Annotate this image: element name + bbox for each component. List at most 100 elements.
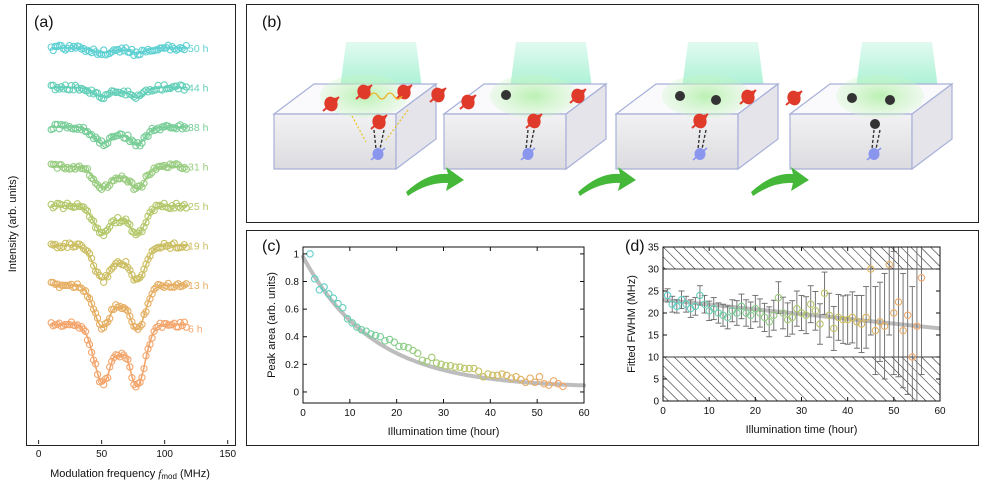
- data-point-a: [128, 318, 136, 326]
- y-tick-label-c: 0.8: [285, 277, 299, 288]
- data-point-a: [85, 340, 94, 349]
- y-tick-label-d: 30: [648, 265, 660, 276]
- data-point-a: [57, 83, 65, 91]
- data-point-c: [521, 378, 530, 387]
- series-a-25h: [47, 199, 190, 240]
- electron-spin-icon: [691, 113, 709, 129]
- data-point-a: [180, 281, 188, 289]
- data-point-a: [100, 231, 108, 240]
- data-point-a: [164, 41, 172, 49]
- x-tick-label-c: 10: [344, 408, 356, 419]
- series-label-a: 44 h: [188, 83, 209, 95]
- data-point-a: [148, 334, 156, 342]
- electron-spin-icon: [459, 94, 477, 110]
- data-point-a: [176, 121, 184, 129]
- data-point-a: [104, 318, 112, 326]
- data-point-a: [51, 86, 59, 94]
- y-tick-label-d: 5: [653, 375, 659, 386]
- data-point-d: [890, 309, 898, 317]
- data-point-a: [87, 254, 96, 263]
- data-point-a: [106, 314, 114, 323]
- data-point-d: [673, 302, 681, 311]
- data-point-d: [705, 307, 713, 315]
- data-point-a: [124, 131, 132, 139]
- data-point-a: [160, 199, 168, 208]
- data-point-a: [150, 285, 158, 294]
- data-point-a: [116, 302, 124, 310]
- data-point-a: [89, 175, 98, 183]
- data-point-a: [124, 219, 132, 227]
- data-point-a: [126, 220, 134, 229]
- y-tick-label-c: 0: [293, 387, 299, 398]
- data-point-c: [367, 330, 375, 338]
- data-point-a: [108, 357, 116, 366]
- data-point-a: [182, 323, 190, 331]
- data-point-d: [830, 324, 838, 333]
- x-tick-label-d: 40: [842, 406, 854, 417]
- coupling-line: [701, 129, 707, 150]
- data-point-a: [100, 94, 108, 103]
- data-point-d: [760, 313, 769, 322]
- data-point-c: [526, 374, 534, 382]
- x-tick-label-d: 0: [660, 406, 666, 417]
- data-point-a: [89, 90, 98, 98]
- electron-spin-icon: [429, 87, 447, 103]
- y-axis-label-a: Intensity (arb. units): [7, 176, 19, 273]
- data-point-a: [138, 320, 146, 329]
- data-point-a: [49, 46, 57, 55]
- data-point-d: [700, 300, 709, 308]
- data-point-a: [87, 215, 96, 224]
- data-point-d: [788, 313, 797, 322]
- data-point-c: [498, 370, 506, 378]
- data-point-d: [696, 291, 704, 300]
- data-point-a: [65, 239, 74, 247]
- data-point-a: [91, 179, 100, 187]
- x-tick-label-a: 150: [219, 449, 236, 460]
- data-point-c: [559, 382, 567, 391]
- x-tick-label-c: 60: [578, 408, 590, 419]
- data-point-c: [399, 342, 408, 351]
- data-point-d: [686, 304, 695, 313]
- data-point-c: [493, 371, 502, 380]
- data-point-d: [871, 326, 880, 335]
- laser-spot: [662, 74, 750, 118]
- data-point-c: [488, 371, 497, 380]
- data-point-a: [150, 327, 158, 335]
- data-point-a: [87, 131, 96, 139]
- data-point-a: [182, 165, 190, 173]
- data-point-a: [166, 283, 174, 291]
- data-point-a: [124, 355, 132, 364]
- data-point-a: [104, 273, 112, 281]
- x-tick-label-c: 20: [391, 408, 403, 419]
- data-point-a: [75, 123, 84, 132]
- electron-spin-icon: [785, 90, 803, 106]
- data-point-d: [691, 302, 700, 311]
- data-point-a: [49, 204, 57, 212]
- data-point-a: [140, 133, 148, 142]
- data-point-a: [178, 125, 186, 133]
- data-point-d: [802, 311, 810, 319]
- dark-charge-icon: [885, 95, 895, 105]
- y-tick-label-d: 25: [648, 287, 660, 298]
- data-point-c: [442, 361, 450, 370]
- x-tick-label-d: 30: [796, 406, 808, 417]
- data-point-a: [75, 240, 84, 248]
- data-point-a: [83, 292, 92, 301]
- data-point-a: [118, 349, 126, 357]
- data-point-a: [91, 133, 100, 141]
- data-point-d: [857, 320, 866, 328]
- data-point-c: [531, 378, 539, 387]
- data-point-d: [783, 315, 792, 324]
- data-point-a: [116, 218, 124, 227]
- series-a-13h: [47, 278, 190, 333]
- data-point-c: [371, 331, 380, 340]
- x-tick-label-d: 10: [704, 406, 716, 417]
- box-stage-2: [442, 42, 608, 171]
- data-point-a: [89, 305, 98, 313]
- data-point-a: [93, 224, 102, 232]
- data-point-a: [93, 89, 102, 97]
- data-point-a: [93, 370, 102, 379]
- data-point-d: [765, 318, 773, 326]
- panel-b-label: (b): [262, 14, 282, 31]
- series-label-a: 50 h: [188, 43, 209, 55]
